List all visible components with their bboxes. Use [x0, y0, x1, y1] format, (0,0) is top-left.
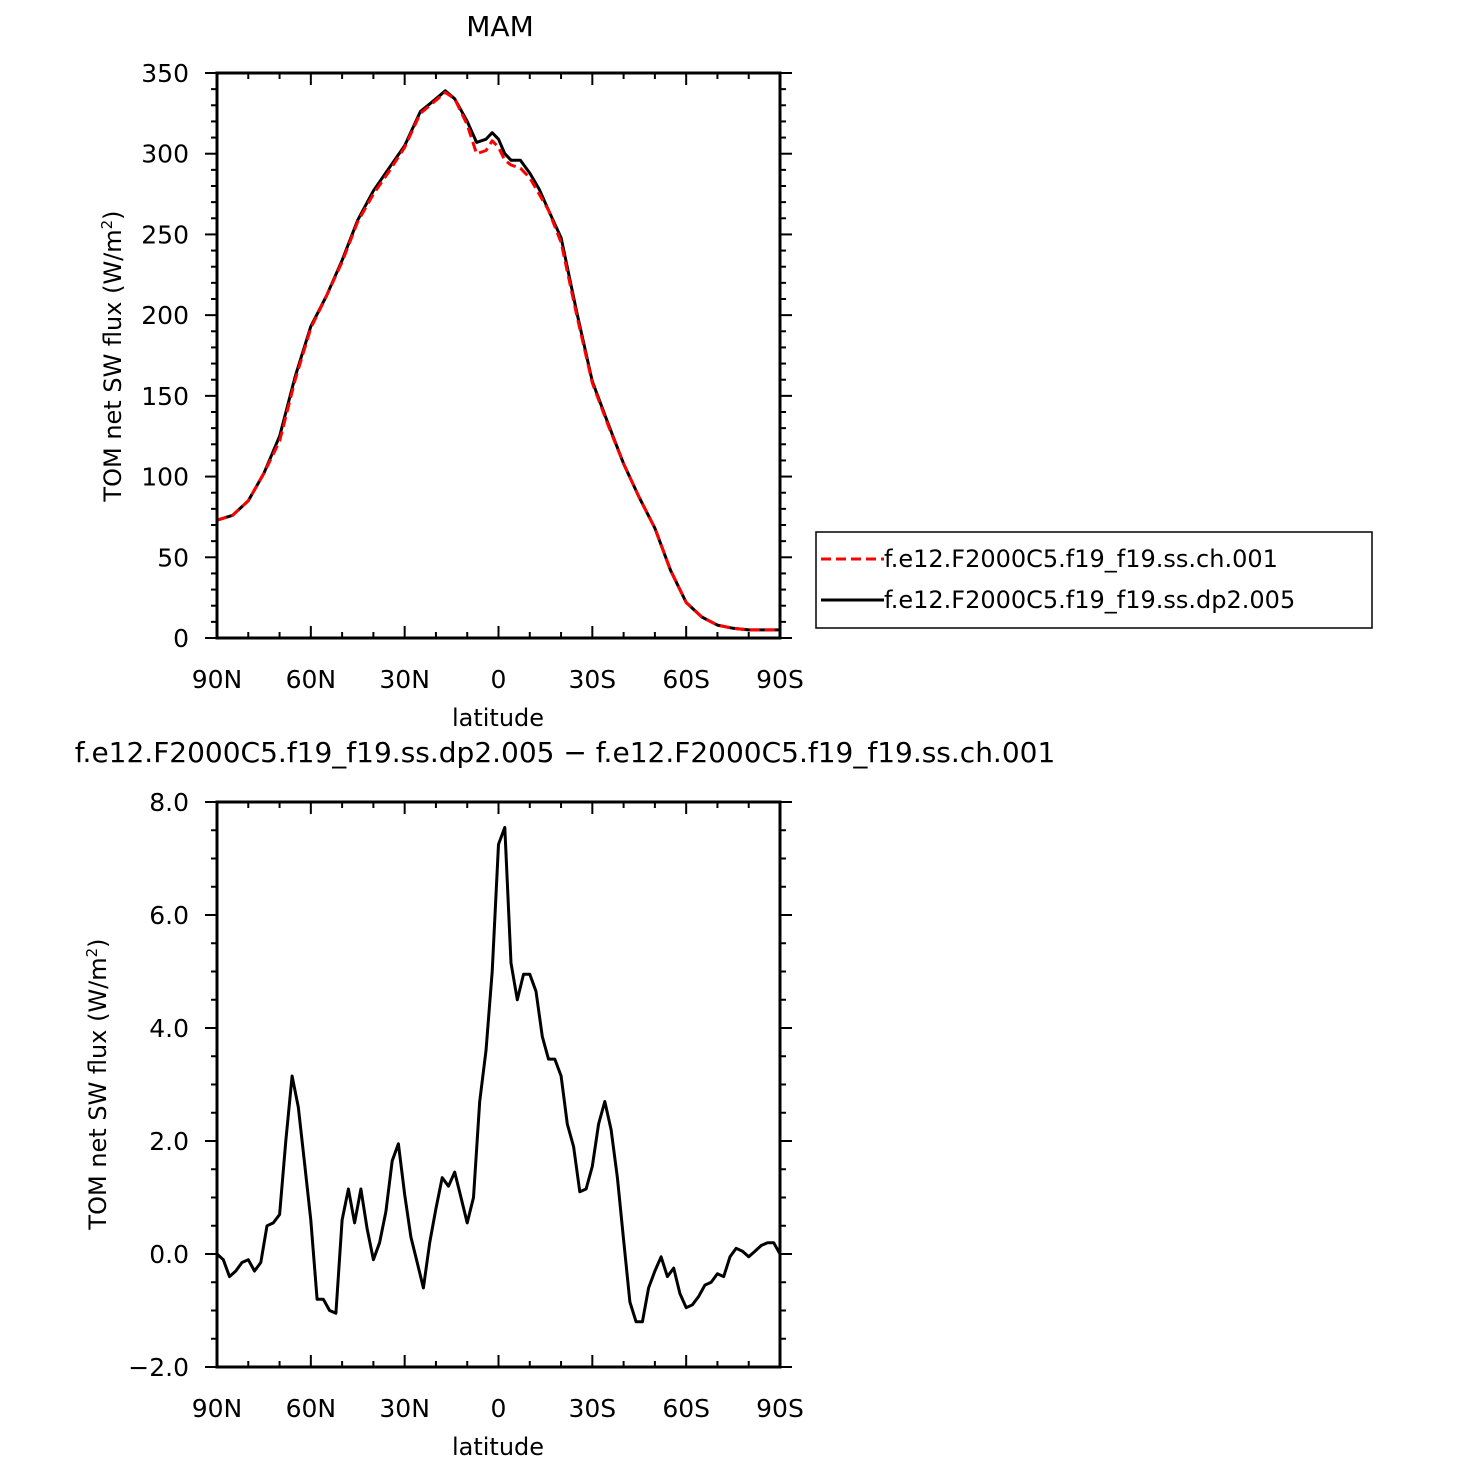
top-y-tick-label: 50	[157, 543, 189, 572]
top-y-tick-label: 300	[141, 140, 189, 169]
top-x-tick-label: 0	[491, 665, 507, 694]
top-y-tick-label: 200	[141, 301, 189, 330]
bottom-chart: f.e12.F2000C5.f19_f19.ss.dp2.005 − f.e12…	[75, 736, 1056, 1461]
top-x-tick-label: 60S	[662, 665, 710, 694]
bottom-y-tick-label: −2.0	[128, 1353, 189, 1382]
bottom-x-tick-label: 90N	[192, 1394, 243, 1423]
legend: f.e12.F2000C5.f19_f19.ss.ch.001 f.e12.F2…	[816, 532, 1372, 628]
bottom-y-tick-label: 4.0	[149, 1014, 189, 1043]
top-x-axis-label: latitude	[452, 704, 544, 732]
bottom-y-axis-label-sup: 2	[83, 948, 101, 958]
top-y-axis-label-close: )	[99, 210, 127, 219]
legend-label-dp2005: f.e12.F2000C5.f19_f19.ss.dp2.005	[884, 586, 1295, 614]
bottom-plot-frame	[217, 802, 780, 1367]
bottom-x-tick-label: 60N	[286, 1394, 337, 1423]
top-y-axis-label: TOM net SW flux (W/m2)	[98, 210, 127, 502]
bottom-series-group	[217, 827, 780, 1321]
top-x-tick-label: 30S	[568, 665, 616, 694]
bottom-x-tick-label: 30N	[379, 1394, 430, 1423]
top-chart: MAM 90N 60N 30N 0 30S 60S 90S 0 50 100 150 200 250 30…	[98, 10, 804, 732]
top-series-line-001	[217, 92, 780, 630]
top-y-tick-label: 0	[173, 624, 189, 653]
top-y-tick-label: 150	[141, 382, 189, 411]
top-y-axis-label-main: TOM net SW flux (W/m	[99, 229, 127, 502]
bottom-x-tick-label: 30S	[568, 1394, 616, 1423]
legend-label-ch001: f.e12.F2000C5.f19_f19.ss.ch.001	[884, 545, 1278, 573]
bottom-series-line	[217, 827, 780, 1321]
bottom-x-tick-label: 0	[491, 1394, 507, 1423]
top-x-tick-label: 30N	[379, 665, 430, 694]
top-x-tick-label: 60N	[286, 665, 337, 694]
top-x-tick-label: 90S	[756, 665, 804, 694]
bottom-y-tick-label: 8.0	[149, 788, 189, 817]
top-y-tick-label: 250	[141, 220, 189, 249]
bottom-y-axis-label-main: TOM net SW flux (W/m	[84, 957, 112, 1230]
bottom-x-tick-label: 60S	[662, 1394, 710, 1423]
bottom-y-axis-label-close: )	[84, 938, 112, 947]
bottom-x-axis-label: latitude	[452, 1433, 544, 1461]
top-x-tick-label: 90N	[192, 665, 243, 694]
bottom-x-tick-label: 90S	[756, 1394, 804, 1423]
bottom-y-tick-label: 0.0	[149, 1240, 189, 1269]
top-y-tick-label: 100	[141, 463, 189, 492]
top-y-tick-label: 350	[141, 59, 189, 88]
top-chart-title: MAM	[466, 10, 533, 43]
bottom-y-axis-label: TOM net SW flux (W/m2)	[83, 938, 112, 1230]
bottom-chart-title: f.e12.F2000C5.f19_f19.ss.dp2.005 − f.e12…	[75, 736, 1056, 769]
bottom-y-tick-label: 6.0	[149, 901, 189, 930]
bottom-y-tick-label: 2.0	[149, 1127, 189, 1156]
top-series-group	[217, 91, 780, 630]
top-y-axis-label-sup: 2	[98, 220, 116, 230]
